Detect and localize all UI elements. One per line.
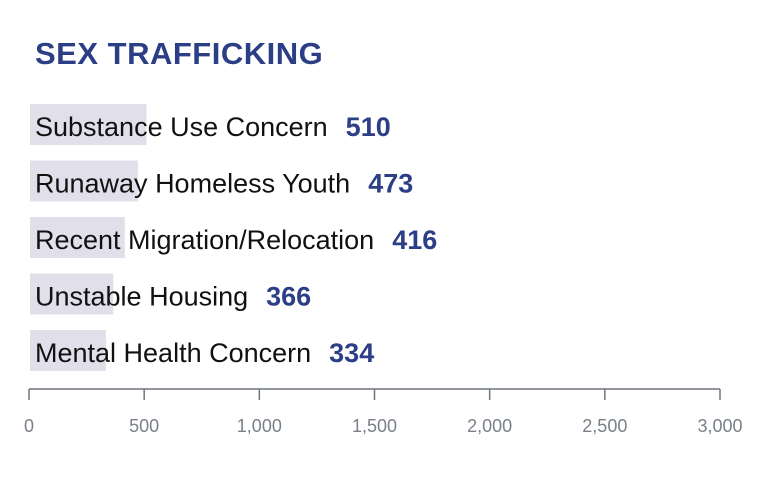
- data-label: 416: [392, 225, 437, 255]
- category-label: Mental Health Concern: [35, 338, 311, 368]
- category-label: Runaway Homeless Youth: [35, 169, 350, 199]
- bar: [30, 330, 106, 371]
- x-tick-label: 1,500: [352, 416, 397, 436]
- data-label: 473: [368, 169, 413, 199]
- x-tick-label: 2,500: [582, 416, 627, 436]
- x-tick-label: 1,000: [237, 416, 282, 436]
- chart-title: SEX TRAFFICKING: [35, 36, 324, 71]
- bar: [30, 273, 114, 315]
- bar: [30, 104, 147, 145]
- bar: [30, 160, 138, 202]
- bar: [30, 217, 125, 258]
- category-label: Recent Migration/Relocation: [35, 225, 374, 255]
- x-tick-label: 2,000: [467, 416, 512, 436]
- x-tick-label: 3,000: [697, 416, 742, 436]
- category-label: Unstable Housing: [35, 282, 248, 312]
- data-label: 334: [329, 338, 374, 368]
- data-label: 366: [266, 282, 311, 312]
- x-tick-label: 500: [129, 416, 159, 436]
- category-label: Substance Use Concern: [35, 112, 328, 142]
- data-label: 510: [346, 112, 391, 142]
- x-tick-label: 0: [24, 416, 34, 436]
